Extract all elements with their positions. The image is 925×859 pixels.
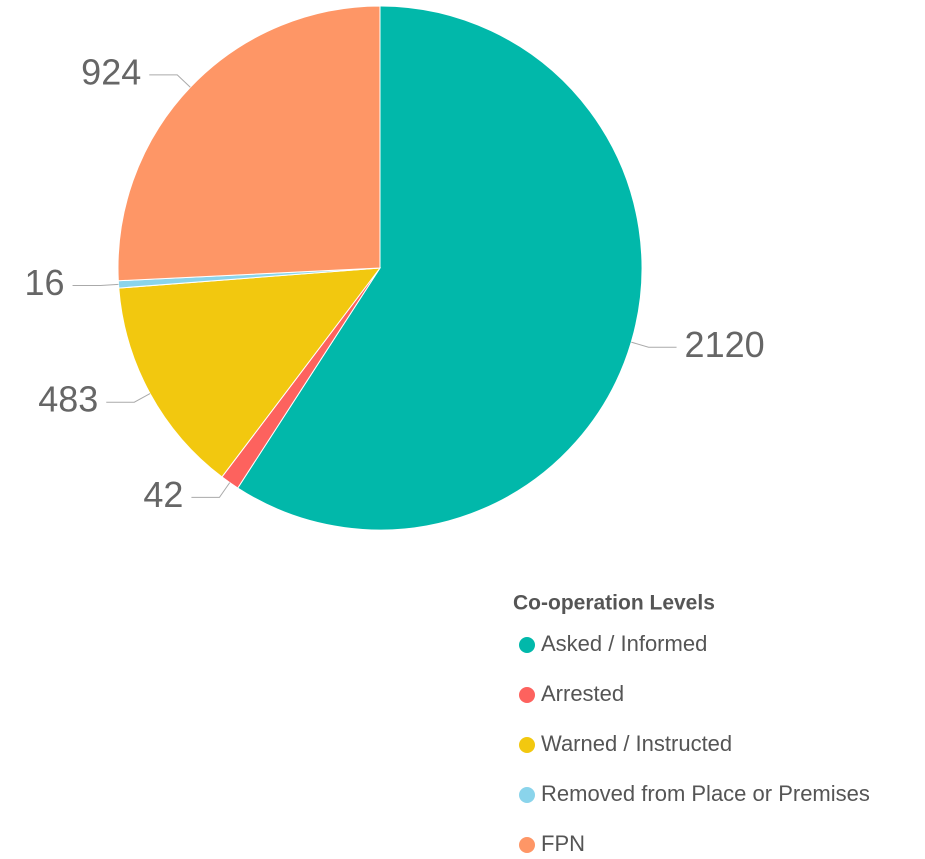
data-label: 16: [25, 262, 65, 303]
leader-line: [106, 393, 151, 403]
legend-marker: [519, 837, 535, 853]
pie-slice: [237, 5, 643, 531]
legend-label: Warned / Instructed: [541, 731, 732, 756]
legend-label: Arrested: [541, 681, 624, 706]
leader-line: [631, 341, 677, 348]
data-label: 483: [38, 379, 98, 420]
legend-marker: [519, 637, 535, 653]
legend-label: Asked / Informed: [541, 631, 707, 656]
data-label: 42: [143, 474, 183, 515]
pie-slice: [118, 267, 382, 478]
leader-line: [72, 283, 119, 287]
legend-marker: [519, 787, 535, 803]
legend-marker: [519, 687, 535, 703]
data-label: 2120: [685, 324, 765, 365]
pie-slice: [117, 5, 381, 282]
legend-label: Removed from Place or Premises: [541, 781, 870, 806]
leader-line: [191, 482, 231, 498]
leader-line: [149, 74, 191, 88]
data-label: 924: [81, 51, 141, 92]
legend-label: FPN: [541, 831, 585, 856]
legend-title: Co-operation Levels: [513, 592, 715, 615]
legend-marker: [519, 737, 535, 753]
